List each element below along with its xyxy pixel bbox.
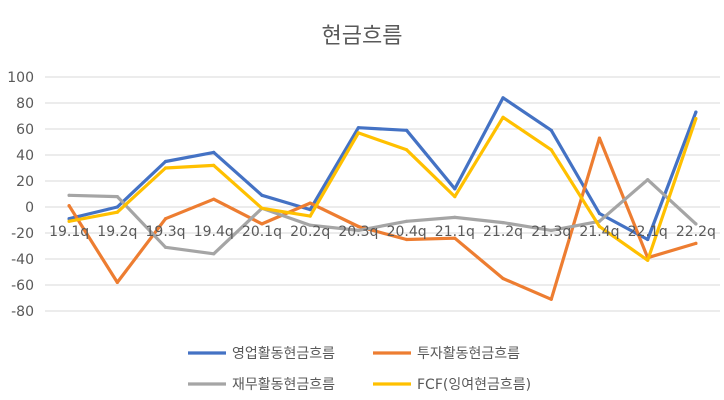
legend-label: 투자활동현금흐름	[417, 346, 520, 362]
series-line-2	[67, 136, 698, 301]
data-point	[67, 217, 71, 221]
data-point	[405, 128, 409, 132]
x-tick-label: 22.1q	[628, 224, 668, 240]
y-tick-label: 0	[25, 200, 34, 216]
legend-label: FCF(잉여현금흐름)	[417, 377, 531, 393]
data-point	[163, 245, 168, 249]
data-point	[694, 117, 698, 121]
data-point	[260, 193, 264, 197]
data-point	[308, 201, 312, 205]
data-point	[67, 193, 71, 197]
data-point	[163, 217, 168, 221]
y-tick-label: 60	[16, 122, 34, 138]
data-point	[453, 187, 457, 191]
data-point	[501, 276, 505, 281]
data-point	[260, 222, 264, 226]
data-point	[549, 128, 553, 132]
data-point	[453, 195, 457, 199]
data-point	[115, 280, 119, 284]
x-tick-label: 22.2q	[676, 224, 716, 240]
x-tick-label: 19.3q	[146, 224, 186, 240]
legend-item: 영업활동현금흐름	[188, 346, 335, 362]
data-point	[501, 96, 505, 100]
legend-item: 투자활동현금흐름	[373, 346, 520, 362]
y-tick-label: -20	[11, 226, 34, 242]
data-point	[212, 163, 216, 167]
data-point	[694, 110, 698, 114]
data-point	[67, 204, 71, 208]
data-point	[163, 166, 168, 170]
data-point	[549, 297, 553, 301]
y-tick-label: 20	[16, 174, 34, 190]
y-tick-label: 80	[16, 96, 34, 112]
legend-item: FCF(잉여현금흐름)	[373, 377, 531, 393]
x-tick-label: 19.2q	[97, 224, 137, 240]
data-point	[405, 148, 409, 152]
data-point	[356, 126, 360, 130]
data-point	[115, 205, 119, 209]
data-point	[115, 210, 119, 214]
data-point	[308, 208, 312, 212]
data-point	[356, 228, 360, 232]
data-point	[646, 258, 650, 262]
x-tick-label: 20.1q	[242, 224, 282, 240]
data-point	[694, 241, 698, 245]
y-tick-label: 40	[16, 148, 34, 164]
x-tick-label: 21.3q	[531, 224, 571, 240]
data-point	[549, 228, 553, 232]
y-tick-label: -60	[11, 278, 34, 294]
data-point	[597, 136, 602, 140]
data-point	[646, 237, 650, 242]
data-point	[501, 115, 505, 119]
data-point	[67, 219, 71, 223]
x-tick-label: 21.2q	[483, 224, 523, 240]
data-point	[597, 211, 602, 216]
x-tick-label: 19.1q	[49, 224, 89, 240]
data-point	[308, 223, 312, 227]
x-tick-label: 20.3q	[338, 224, 378, 240]
series-line-3	[67, 178, 698, 256]
data-point	[597, 219, 602, 223]
data-point	[405, 219, 409, 223]
data-point	[597, 224, 602, 229]
y-tick-label: 100	[7, 70, 34, 86]
data-point	[212, 150, 216, 154]
chart-title: 현금흐름	[321, 24, 403, 49]
x-tick-label: 21.1q	[435, 224, 475, 240]
series-line-1	[67, 96, 698, 242]
data-point	[115, 195, 119, 199]
data-point	[212, 252, 216, 256]
y-tick-label: -80	[11, 304, 34, 320]
data-point	[356, 131, 360, 135]
x-tick-label: 21.4q	[579, 224, 619, 240]
data-point	[453, 236, 457, 240]
data-point	[694, 222, 698, 226]
data-point	[212, 197, 216, 201]
x-tick-label: 20.2q	[290, 224, 330, 240]
series-line-4	[67, 115, 698, 262]
data-point	[260, 206, 264, 210]
data-point	[453, 215, 457, 219]
legend-label: 재무활동현금흐름	[232, 377, 335, 393]
data-point	[646, 178, 650, 182]
data-point	[405, 237, 409, 242]
data-point	[163, 159, 168, 164]
data-point	[308, 214, 312, 218]
legend-label: 영업활동현금흐름	[232, 346, 335, 362]
x-tick-label: 19.4q	[194, 224, 234, 240]
data-point	[549, 148, 553, 152]
y-tick-label: -40	[11, 252, 34, 268]
legend-item: 재무활동현금흐름	[188, 377, 335, 393]
data-point	[501, 221, 505, 225]
data-point	[356, 224, 360, 229]
x-tick-label: 20.4q	[387, 224, 427, 240]
